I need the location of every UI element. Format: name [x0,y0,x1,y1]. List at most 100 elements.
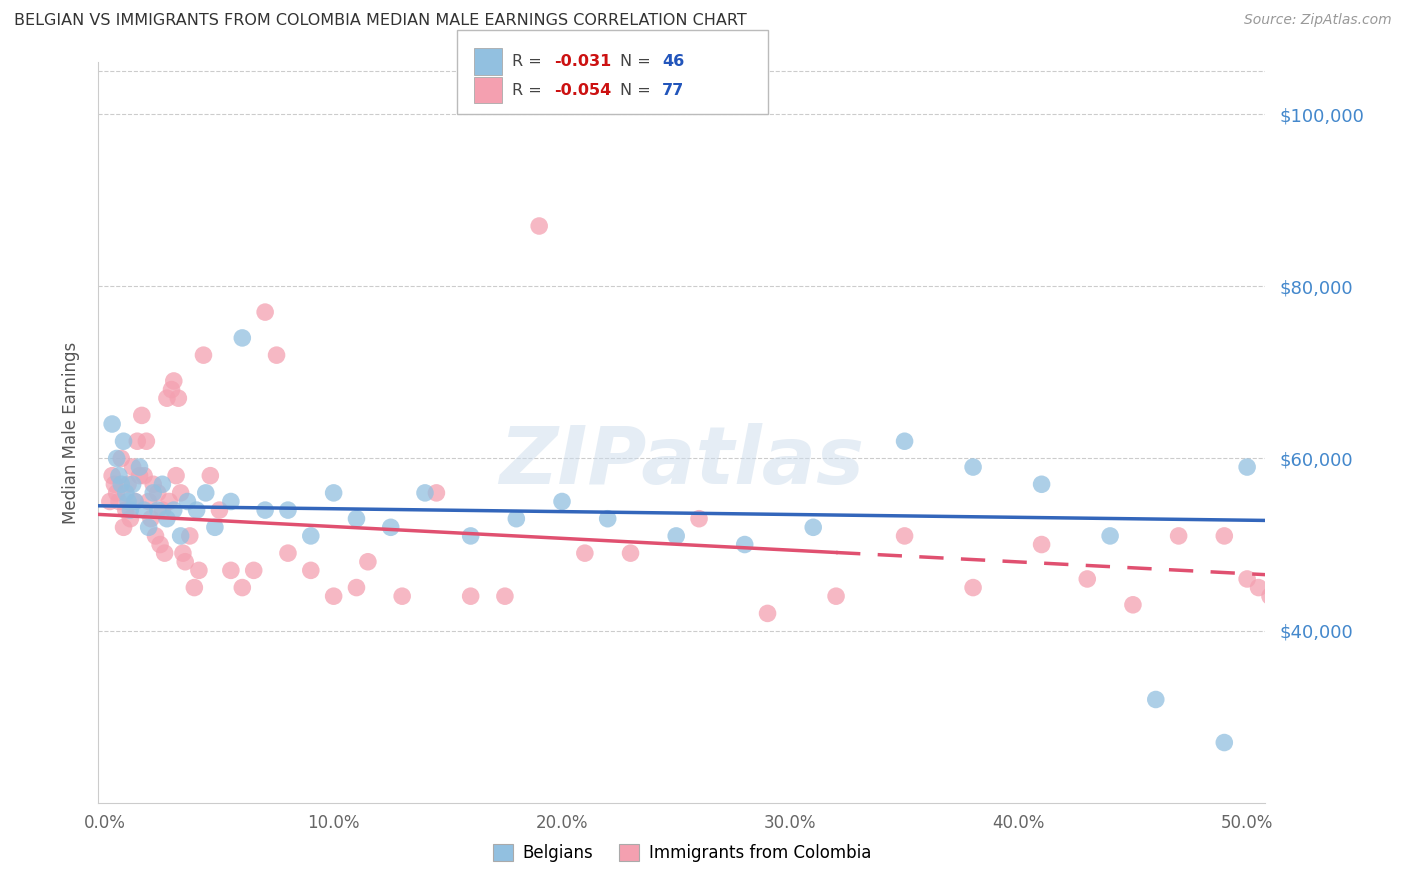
Point [1031,477,1053,491]
Legend: Belgians, Immigrants from Colombia: Belgians, Immigrants from Colombia [486,837,877,869]
Text: -0.054: -0.054 [554,83,612,97]
Point [266,348,288,362]
Point [128,468,150,483]
Point [962,581,984,595]
Point [105,486,128,500]
Text: R =: R = [512,83,547,97]
Point [169,529,191,543]
Point [962,460,984,475]
Point [494,589,516,603]
Point [121,460,143,475]
Point [193,348,215,362]
Point [391,589,413,603]
Text: -0.031: -0.031 [554,54,612,69]
Point [299,563,322,577]
Point [322,589,344,603]
Point [131,409,153,423]
Point [124,494,146,508]
Point [176,494,198,508]
Y-axis label: Median Male Earnings: Median Male Earnings [62,342,80,524]
Point [219,494,242,508]
Point [277,503,299,517]
Point [121,477,143,491]
Point [1076,572,1098,586]
Point [98,494,121,508]
Point [893,529,915,543]
Point [1213,735,1236,749]
Point [231,581,253,595]
Point [277,546,299,560]
Point [1258,589,1281,603]
Point [186,503,208,517]
Point [801,520,824,534]
Point [527,219,550,233]
Point [110,451,132,466]
Point [108,468,131,483]
Point [124,494,146,508]
Point [825,589,848,603]
Point [551,494,574,508]
Point [413,486,436,500]
Point [1396,598,1406,612]
Point [574,546,596,560]
Point [157,494,180,508]
Point [1144,692,1167,706]
Point [149,537,172,551]
Text: BELGIAN VS IMMIGRANTS FROM COLOMBIA MEDIAN MALE EARNINGS CORRELATION CHART: BELGIAN VS IMMIGRANTS FROM COLOMBIA MEDI… [14,13,747,29]
Point [187,563,209,577]
Point [1327,607,1350,621]
Point [163,503,186,517]
Point [231,331,253,345]
Point [163,374,186,388]
Point [505,512,527,526]
Point [103,477,125,491]
Text: 77: 77 [662,83,685,97]
Point [132,468,155,483]
Point [1236,572,1258,586]
Text: N =: N = [620,83,657,97]
Point [127,434,149,449]
Point [619,546,641,560]
Point [1350,589,1372,603]
Point [380,520,402,534]
Point [142,486,165,500]
Point [114,486,136,500]
Point [120,512,142,526]
Point [1167,529,1189,543]
Point [156,512,179,526]
Point [146,503,169,517]
Point [1247,581,1270,595]
Point [665,529,688,543]
Point [117,477,139,491]
Point [167,391,190,405]
Point [893,434,915,449]
Point [1031,537,1053,551]
Point [299,529,322,543]
Point [1213,529,1236,543]
Point [596,512,619,526]
Point [254,503,277,517]
Point [460,589,482,603]
Point [138,494,160,508]
Point [460,529,482,543]
Point [425,486,447,500]
Point [135,434,157,449]
Point [132,503,155,517]
Point [108,494,131,508]
Point [183,581,205,595]
Text: N =: N = [620,54,657,69]
Point [101,468,124,483]
Point [1122,598,1144,612]
Point [117,494,139,508]
Point [146,486,169,500]
Point [150,477,173,491]
Point [1281,598,1303,612]
Point [1099,529,1122,543]
Point [105,451,128,466]
Point [322,486,344,500]
Point [204,520,226,534]
Point [128,460,150,475]
Text: ZIPatlas: ZIPatlas [499,423,865,501]
Point [138,520,160,534]
Point [734,537,756,551]
